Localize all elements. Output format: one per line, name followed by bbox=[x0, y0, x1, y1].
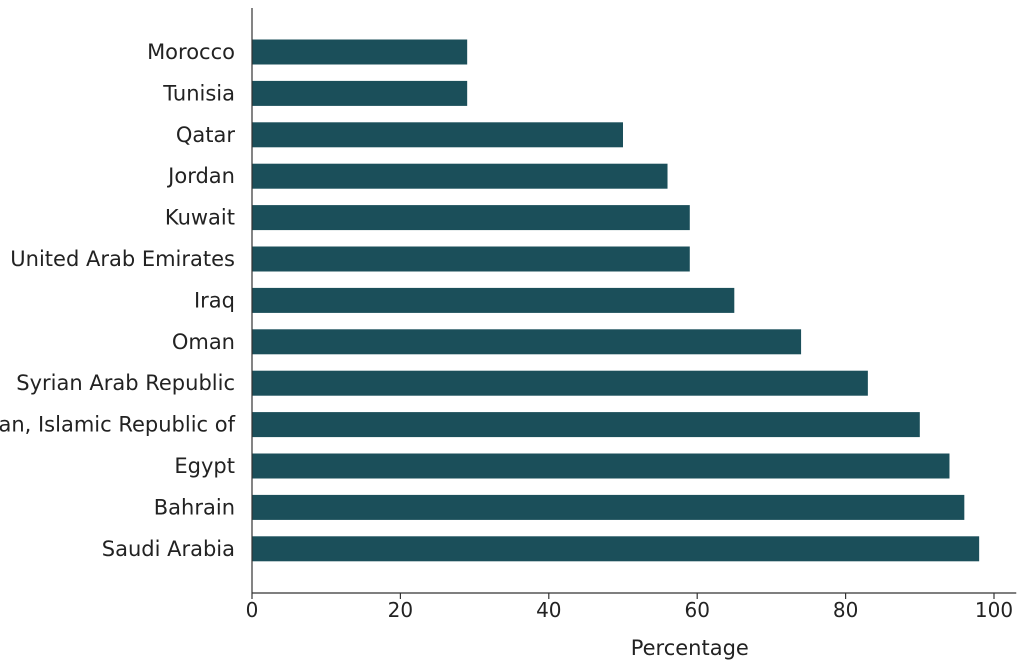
bars-layer bbox=[252, 39, 980, 562]
bar-oman bbox=[252, 329, 802, 355]
bar-bahrain bbox=[252, 494, 965, 520]
bar-iraq bbox=[252, 287, 735, 313]
bar-kuwait bbox=[252, 205, 690, 231]
bar-saudi-arabia bbox=[252, 536, 980, 562]
category-label: Syrian Arab Republic bbox=[16, 371, 235, 395]
category-labels: Morocco Tunisia Qatar Jordan Kuwait United Ar… bbox=[0, 40, 236, 561]
bar-qatar bbox=[252, 122, 623, 148]
bar-egypt bbox=[252, 453, 950, 479]
x-axis-ticks: 0 20 40 60 80 100 bbox=[246, 593, 1013, 622]
bar-morocco bbox=[252, 39, 468, 65]
category-label: Saudi Arabia bbox=[102, 537, 235, 561]
x-axis-title: Percentage bbox=[631, 636, 749, 660]
x-tick-label: 0 bbox=[246, 598, 259, 622]
category-label: Bahrain bbox=[154, 495, 235, 519]
bar-united-arab-emirates bbox=[252, 246, 690, 272]
category-label: Tunisia bbox=[162, 81, 235, 105]
bar-iran-islamic-republic-of bbox=[252, 412, 920, 438]
category-label: Iraq bbox=[194, 288, 235, 312]
category-label: Jordan bbox=[166, 164, 235, 188]
category-label: Kuwait bbox=[165, 206, 235, 230]
x-tick-label: 20 bbox=[388, 598, 413, 622]
x-tick-label: 100 bbox=[975, 598, 1013, 622]
x-tick-label: 60 bbox=[684, 598, 709, 622]
bar-syrian-arab-republic bbox=[252, 370, 868, 396]
category-label: Oman bbox=[172, 330, 235, 354]
bar-tunisia bbox=[252, 80, 468, 106]
category-label: Iran, Islamic Republic of bbox=[0, 413, 236, 437]
category-label: Qatar bbox=[176, 123, 236, 147]
category-label: Egypt bbox=[174, 454, 235, 478]
category-label: United Arab Emirates bbox=[10, 247, 235, 271]
x-tick-label: 40 bbox=[536, 598, 561, 622]
bar-jordan bbox=[252, 163, 668, 189]
category-label: Morocco bbox=[147, 40, 235, 64]
x-tick-label: 80 bbox=[833, 598, 858, 622]
